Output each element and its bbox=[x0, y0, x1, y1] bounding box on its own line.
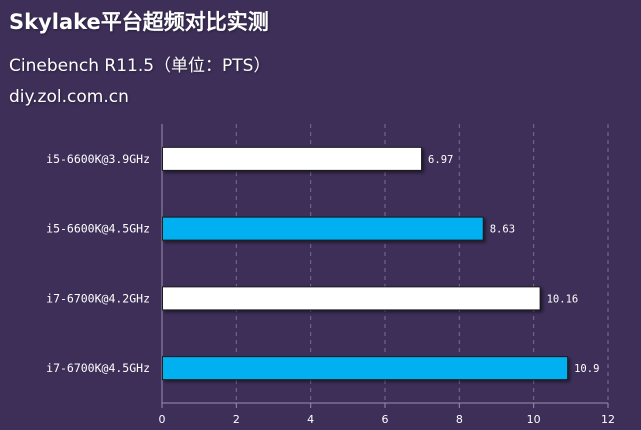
value-labels: 6.97 8.63 10.16 10.9 bbox=[428, 154, 599, 375]
x-tick-label: 2 bbox=[233, 413, 240, 426]
bar bbox=[162, 216, 484, 241]
category-label: i7-6700K@4.2GHz bbox=[46, 291, 150, 305]
category-label: i7-6700K@4.5GHz bbox=[46, 361, 150, 375]
x-tick-label: 10 bbox=[527, 413, 541, 426]
category-label: i5-6600K@3.9GHz bbox=[46, 152, 150, 166]
value-label: 8.63 bbox=[490, 224, 515, 236]
bar bbox=[162, 146, 423, 171]
x-tick-labels: 0 2 4 6 8 10 12 bbox=[159, 413, 616, 426]
bar bbox=[162, 286, 541, 311]
x-tick-label: 8 bbox=[456, 413, 463, 426]
value-label: 10.9 bbox=[574, 363, 599, 375]
x-tick-label: 6 bbox=[382, 413, 389, 426]
category-label: i5-6600K@4.5GHz bbox=[46, 222, 150, 236]
source-url: diy.zol.com.cn bbox=[9, 87, 129, 107]
chart-title: Skylake平台超频对比实测 bbox=[9, 10, 269, 34]
bars bbox=[162, 146, 569, 381]
x-tick-label: 12 bbox=[601, 413, 615, 426]
value-label: 10.16 bbox=[547, 293, 579, 305]
chart-subtitle: Cinebench R11.5（单位：PTS） bbox=[9, 56, 271, 76]
bar bbox=[162, 356, 569, 381]
x-tick-label: 0 bbox=[159, 413, 166, 426]
category-labels: i5-6600K@3.9GHz i5-6600K@4.5GHz i7-6700K@4… bbox=[46, 152, 150, 375]
x-tick-label: 4 bbox=[307, 413, 314, 426]
value-label: 6.97 bbox=[428, 154, 453, 166]
